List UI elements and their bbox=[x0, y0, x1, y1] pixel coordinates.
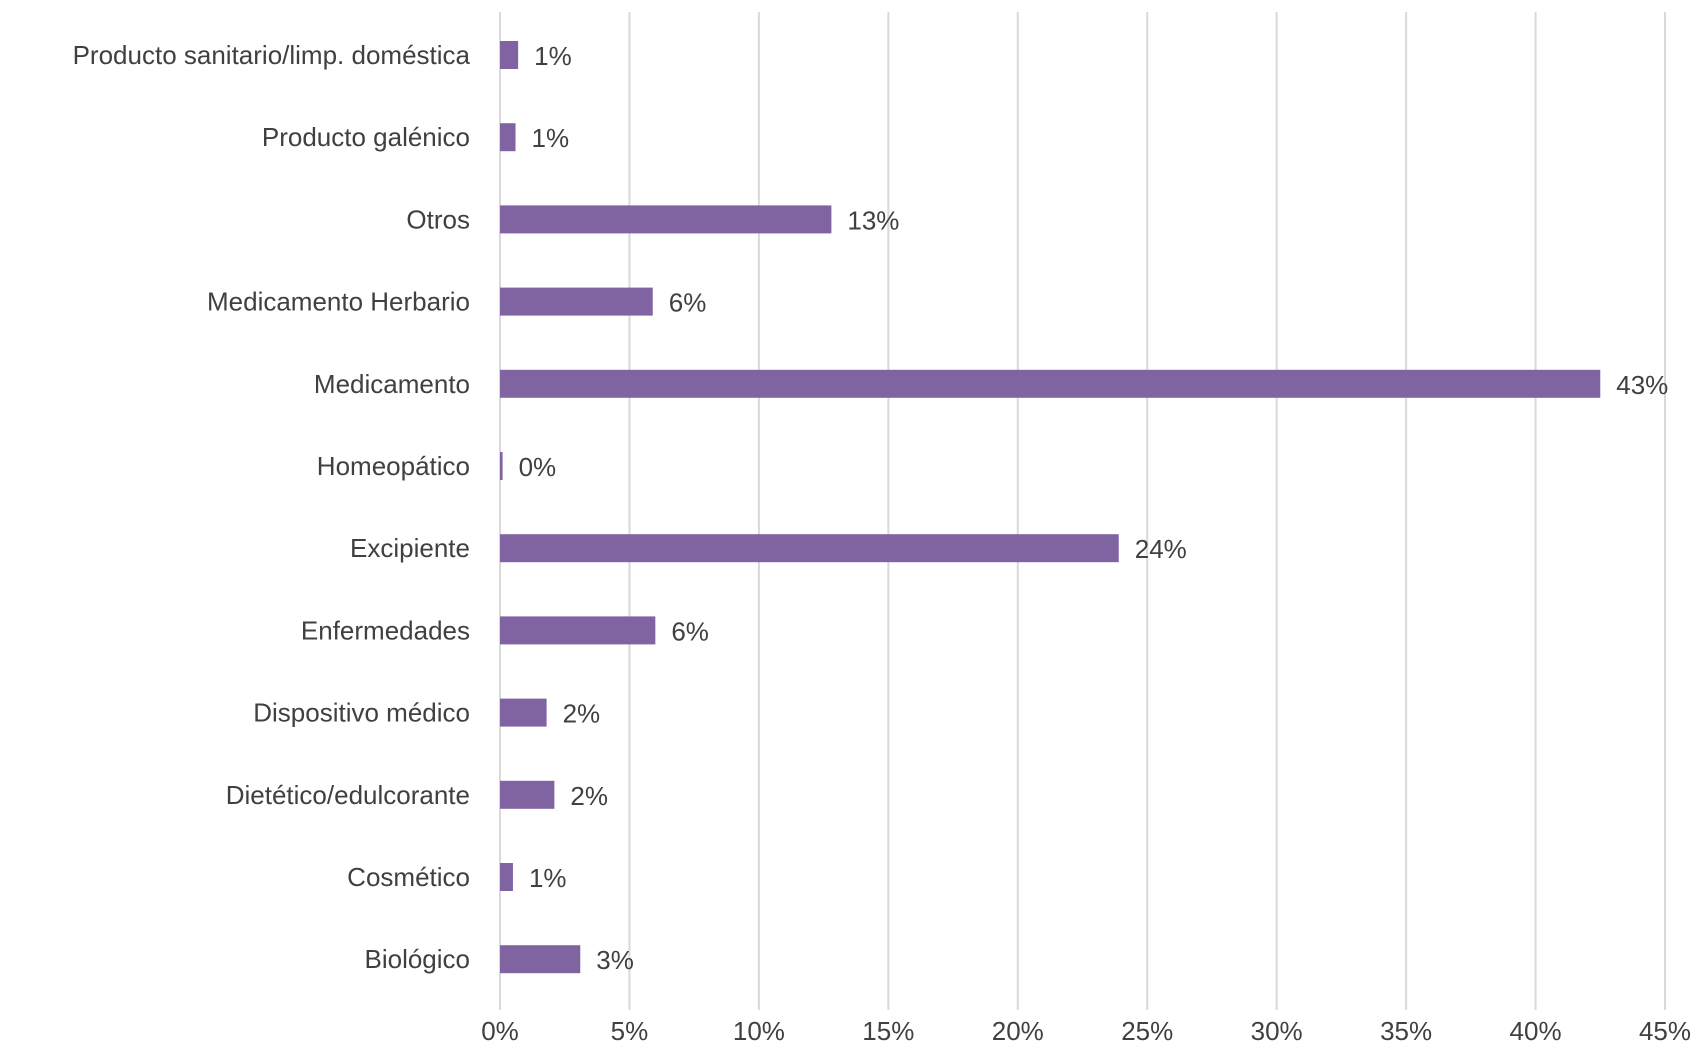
bar bbox=[500, 698, 547, 727]
category-label: Cosmético bbox=[347, 862, 470, 892]
data-label: 24% bbox=[1135, 534, 1187, 564]
data-label: 1% bbox=[532, 123, 570, 153]
bar bbox=[500, 369, 1601, 398]
bar bbox=[500, 41, 519, 69]
x-tick-label: 0% bbox=[481, 1016, 519, 1046]
category-label: Enfermedades bbox=[301, 615, 470, 645]
category-label: Dispositivo médico bbox=[253, 698, 470, 728]
gridlines bbox=[499, 12, 1666, 1010]
category-label: Biológico bbox=[364, 944, 470, 974]
category-label: Producto galénico bbox=[262, 122, 470, 152]
x-tick-label: 10% bbox=[733, 1016, 785, 1046]
bar bbox=[500, 123, 516, 152]
x-tick-label: 20% bbox=[992, 1016, 1044, 1046]
category-label: Producto sanitario/limp. doméstica bbox=[73, 40, 471, 70]
category-label: Homeopático bbox=[317, 451, 470, 481]
bars bbox=[500, 41, 1601, 974]
bar bbox=[500, 534, 1119, 563]
x-tick-label: 25% bbox=[1121, 1016, 1173, 1046]
data-label: 1% bbox=[529, 863, 567, 893]
x-tick-label: 30% bbox=[1251, 1016, 1303, 1046]
data-label: 6% bbox=[669, 288, 707, 318]
x-tick-label: 40% bbox=[1510, 1016, 1562, 1046]
category-label: Dietético/edulcorante bbox=[226, 780, 470, 810]
data-label: 2% bbox=[563, 699, 601, 729]
data-label: 13% bbox=[847, 205, 899, 235]
category-label: Medicamento Herbario bbox=[207, 287, 470, 317]
category-labels: Producto sanitario/limp. doméstica Produc… bbox=[73, 40, 471, 974]
data-labels: 1% 1% 13% 6% 43% 0% 24% 6% 2% 2% 1% 3% bbox=[519, 41, 1669, 975]
bar bbox=[500, 945, 581, 974]
x-tick-label: 45% bbox=[1639, 1016, 1691, 1046]
data-label: 2% bbox=[570, 781, 608, 811]
x-tick-label: 35% bbox=[1380, 1016, 1432, 1046]
bar bbox=[500, 780, 555, 809]
category-label: Otros bbox=[406, 204, 470, 234]
bar bbox=[500, 287, 653, 316]
data-label: 0% bbox=[519, 452, 557, 482]
category-label: Excipiente bbox=[350, 533, 470, 563]
bar bbox=[500, 863, 513, 891]
data-label: 6% bbox=[671, 616, 709, 646]
x-axis-tick-labels: 0% 5% 10% 15% 20% 25% 30% 35% 40% 45% bbox=[481, 1016, 1691, 1046]
x-tick-label: 15% bbox=[862, 1016, 914, 1046]
bar bbox=[500, 452, 503, 480]
x-tick-label: 5% bbox=[611, 1016, 649, 1046]
category-label: Medicamento bbox=[314, 369, 470, 399]
bar bbox=[500, 616, 656, 645]
data-label: 1% bbox=[534, 41, 572, 71]
data-label: 43% bbox=[1616, 370, 1668, 400]
data-label: 3% bbox=[596, 945, 634, 975]
bar bbox=[500, 205, 832, 234]
